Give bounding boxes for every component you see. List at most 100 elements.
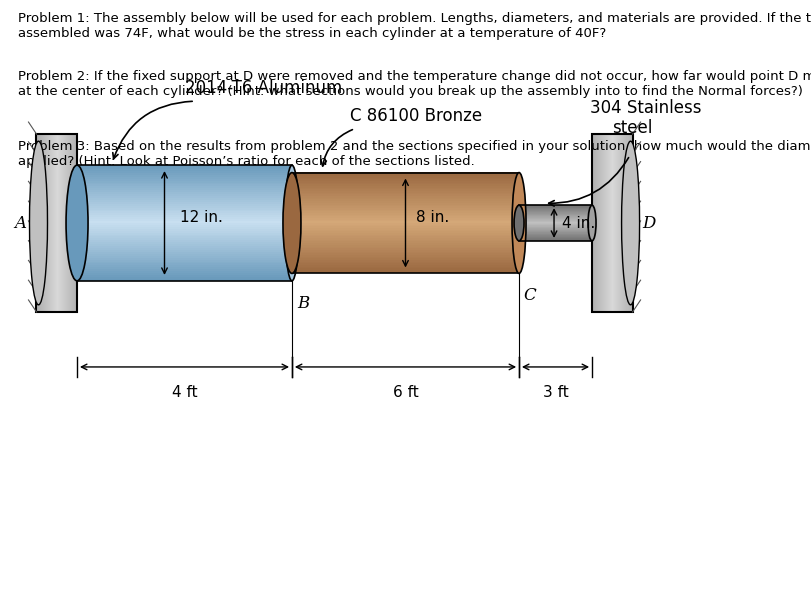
Bar bbox=[600, 134, 602, 312]
Bar bbox=[292, 180, 519, 183]
Bar bbox=[292, 177, 519, 179]
Bar bbox=[68, 134, 70, 312]
Bar bbox=[77, 184, 292, 186]
Bar bbox=[519, 207, 592, 208]
Bar bbox=[602, 134, 603, 312]
Text: C 86100 Bronze: C 86100 Bronze bbox=[350, 107, 482, 125]
Bar bbox=[624, 134, 626, 312]
Bar bbox=[519, 220, 592, 221]
Bar bbox=[77, 234, 292, 237]
Bar bbox=[519, 213, 592, 215]
Bar bbox=[519, 211, 592, 212]
Text: 3 ft: 3 ft bbox=[543, 385, 569, 400]
Bar bbox=[58, 134, 60, 312]
Bar bbox=[70, 134, 71, 312]
Ellipse shape bbox=[29, 141, 48, 305]
Bar bbox=[519, 225, 592, 226]
Ellipse shape bbox=[588, 205, 596, 241]
Bar bbox=[519, 214, 592, 215]
Bar bbox=[519, 219, 592, 220]
Bar bbox=[42, 134, 44, 312]
Bar bbox=[519, 229, 592, 230]
Bar bbox=[629, 134, 631, 312]
Bar bbox=[77, 261, 292, 263]
Bar bbox=[615, 134, 616, 312]
Text: 12 in.: 12 in. bbox=[179, 211, 222, 225]
Bar bbox=[519, 221, 592, 222]
Bar bbox=[64, 134, 66, 312]
Bar bbox=[292, 192, 519, 195]
Bar bbox=[49, 134, 51, 312]
Bar bbox=[77, 167, 292, 169]
Bar bbox=[77, 216, 292, 219]
Bar bbox=[292, 173, 519, 273]
Bar bbox=[36, 134, 77, 312]
Bar bbox=[67, 134, 68, 312]
Bar bbox=[77, 236, 292, 238]
Bar bbox=[292, 238, 519, 240]
Text: B: B bbox=[297, 295, 309, 312]
Bar bbox=[45, 134, 47, 312]
Bar bbox=[55, 134, 56, 312]
Bar bbox=[292, 256, 519, 259]
Bar bbox=[69, 134, 71, 312]
Bar bbox=[77, 246, 292, 248]
Bar bbox=[292, 248, 519, 250]
Bar bbox=[596, 134, 598, 312]
Bar bbox=[519, 217, 592, 218]
Bar bbox=[36, 134, 38, 312]
Bar bbox=[292, 190, 519, 193]
Bar bbox=[519, 213, 592, 214]
Text: at the center of each cylinder? (Hint: what sections would you break up the asse: at the center of each cylinder? (Hint: w… bbox=[18, 85, 803, 98]
Bar bbox=[632, 134, 633, 312]
Bar bbox=[611, 134, 613, 312]
Bar bbox=[77, 227, 292, 229]
Bar bbox=[519, 228, 592, 229]
Bar bbox=[292, 174, 519, 176]
Bar bbox=[519, 227, 592, 228]
Bar bbox=[62, 134, 63, 312]
Bar bbox=[292, 172, 519, 174]
Bar bbox=[604, 134, 606, 312]
Bar bbox=[72, 134, 74, 312]
Bar bbox=[519, 205, 592, 241]
Bar bbox=[519, 232, 592, 233]
Bar bbox=[629, 134, 630, 312]
Bar bbox=[519, 222, 592, 223]
Bar bbox=[519, 235, 592, 237]
Bar bbox=[77, 269, 292, 271]
Bar bbox=[52, 134, 54, 312]
Bar bbox=[77, 196, 292, 198]
Bar bbox=[77, 222, 292, 225]
Bar bbox=[77, 230, 292, 232]
Bar bbox=[50, 134, 52, 312]
Bar bbox=[292, 176, 519, 178]
Bar bbox=[292, 209, 519, 211]
Bar bbox=[77, 240, 292, 243]
Bar bbox=[292, 206, 519, 208]
Bar bbox=[292, 234, 519, 237]
Bar bbox=[292, 253, 519, 255]
Bar bbox=[292, 228, 519, 229]
Bar bbox=[292, 232, 519, 235]
Bar bbox=[519, 209, 592, 211]
Bar bbox=[519, 221, 592, 222]
Bar bbox=[292, 236, 519, 238]
Bar bbox=[519, 229, 592, 231]
Bar bbox=[519, 227, 592, 228]
Bar bbox=[292, 196, 519, 198]
Bar bbox=[620, 134, 622, 312]
Bar bbox=[292, 229, 519, 231]
Bar bbox=[77, 242, 292, 244]
Bar bbox=[77, 270, 292, 273]
Bar bbox=[37, 134, 39, 312]
Bar bbox=[292, 264, 519, 267]
Bar bbox=[292, 211, 519, 213]
Bar bbox=[77, 197, 292, 200]
Bar bbox=[519, 233, 592, 234]
Bar bbox=[292, 258, 519, 260]
Bar bbox=[77, 263, 292, 266]
Bar bbox=[292, 261, 519, 263]
Bar bbox=[75, 134, 76, 312]
Bar bbox=[519, 224, 592, 225]
